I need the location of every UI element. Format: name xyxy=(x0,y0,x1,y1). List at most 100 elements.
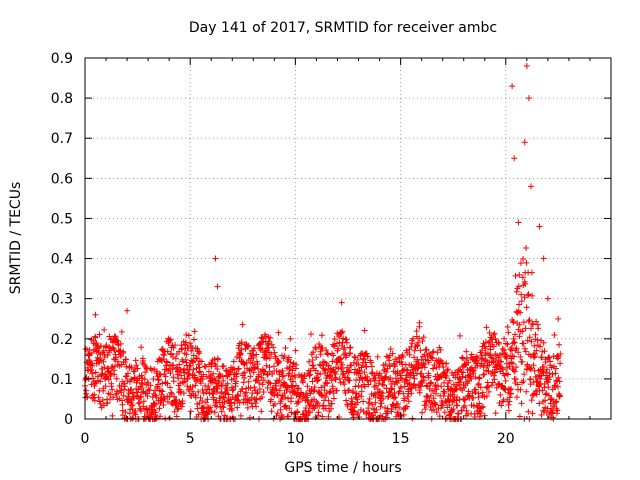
data-point xyxy=(137,407,144,414)
data-point xyxy=(193,365,200,372)
data-point xyxy=(365,405,372,412)
data-point xyxy=(310,349,317,356)
data-point xyxy=(430,348,437,355)
data-point xyxy=(203,389,210,396)
data-point xyxy=(267,334,274,341)
data-point xyxy=(511,353,518,360)
data-point xyxy=(95,394,102,401)
data-point xyxy=(355,382,362,389)
data-point xyxy=(544,295,551,302)
data-point xyxy=(235,365,242,372)
data-point xyxy=(463,348,470,355)
data-point xyxy=(398,375,405,382)
data-point xyxy=(376,388,383,395)
data-point xyxy=(540,339,547,346)
data-point xyxy=(524,292,531,299)
data-point xyxy=(316,361,323,368)
data-point xyxy=(88,349,95,356)
data-point xyxy=(554,377,561,384)
data-point xyxy=(554,383,561,390)
data-point xyxy=(328,400,335,407)
y-tick-label: 0.4 xyxy=(51,252,73,268)
data-point xyxy=(102,383,109,390)
data-point xyxy=(547,400,554,407)
data-point xyxy=(281,353,288,360)
data-point xyxy=(420,377,427,384)
data-point xyxy=(491,376,498,383)
data-point xyxy=(212,255,219,262)
data-point xyxy=(104,399,111,406)
data-point xyxy=(133,362,140,369)
data-point xyxy=(247,373,254,380)
data-point xyxy=(175,375,182,382)
data-point xyxy=(311,384,318,391)
data-point xyxy=(410,372,417,379)
data-point xyxy=(544,366,551,373)
data-point xyxy=(158,346,165,353)
data-point xyxy=(501,386,508,393)
data-point xyxy=(265,379,272,386)
data-point xyxy=(235,393,242,400)
data-point xyxy=(523,63,530,70)
data-point xyxy=(522,245,529,252)
data-point xyxy=(417,347,424,354)
data-point xyxy=(118,328,125,335)
data-point xyxy=(307,390,314,397)
data-point xyxy=(360,398,367,405)
data-point xyxy=(480,403,487,410)
data-point xyxy=(123,373,130,380)
data-point xyxy=(488,382,495,389)
data-point xyxy=(254,390,261,397)
data-point xyxy=(526,334,533,341)
data-point xyxy=(529,410,536,417)
data-point xyxy=(520,319,527,326)
data-point xyxy=(517,309,524,316)
data-point xyxy=(481,371,488,378)
data-point xyxy=(528,269,535,276)
data-point xyxy=(538,411,545,418)
data-point xyxy=(443,373,450,380)
data-point xyxy=(518,291,525,298)
data-point xyxy=(261,368,268,375)
data-point xyxy=(348,362,355,369)
data-point xyxy=(141,376,148,383)
data-point xyxy=(526,316,533,323)
data-point xyxy=(173,396,180,403)
data-point xyxy=(418,370,425,377)
data-point xyxy=(462,396,469,403)
data-point xyxy=(366,395,373,402)
data-point xyxy=(459,355,466,362)
data-point xyxy=(480,371,487,378)
data-point xyxy=(411,381,418,388)
data-point xyxy=(384,410,391,417)
data-point xyxy=(513,288,520,295)
data-point xyxy=(518,298,525,305)
data-point xyxy=(511,339,518,346)
chart-title: Day 141 of 2017, SRMTID for receiver amb… xyxy=(189,20,497,36)
data-point xyxy=(469,368,476,375)
data-point xyxy=(453,394,460,401)
data-point xyxy=(120,392,127,399)
data-point xyxy=(263,362,270,369)
data-point xyxy=(88,367,95,374)
data-point xyxy=(104,352,111,359)
data-point xyxy=(397,372,404,379)
data-point xyxy=(313,354,320,361)
data-point xyxy=(522,325,529,332)
data-point xyxy=(204,396,211,403)
data-point xyxy=(139,389,146,396)
data-point xyxy=(100,358,107,365)
data-point xyxy=(454,371,461,378)
data-point xyxy=(268,351,275,358)
data-point xyxy=(224,387,231,394)
data-point xyxy=(515,308,522,315)
data-point xyxy=(383,368,390,375)
data-point xyxy=(469,356,476,363)
y-tick-label: 0.7 xyxy=(51,131,73,147)
data-point xyxy=(92,311,99,318)
data-point xyxy=(341,381,348,388)
data-point xyxy=(128,364,135,371)
data-point xyxy=(524,337,531,344)
data-point xyxy=(422,406,429,413)
data-point xyxy=(124,377,131,384)
